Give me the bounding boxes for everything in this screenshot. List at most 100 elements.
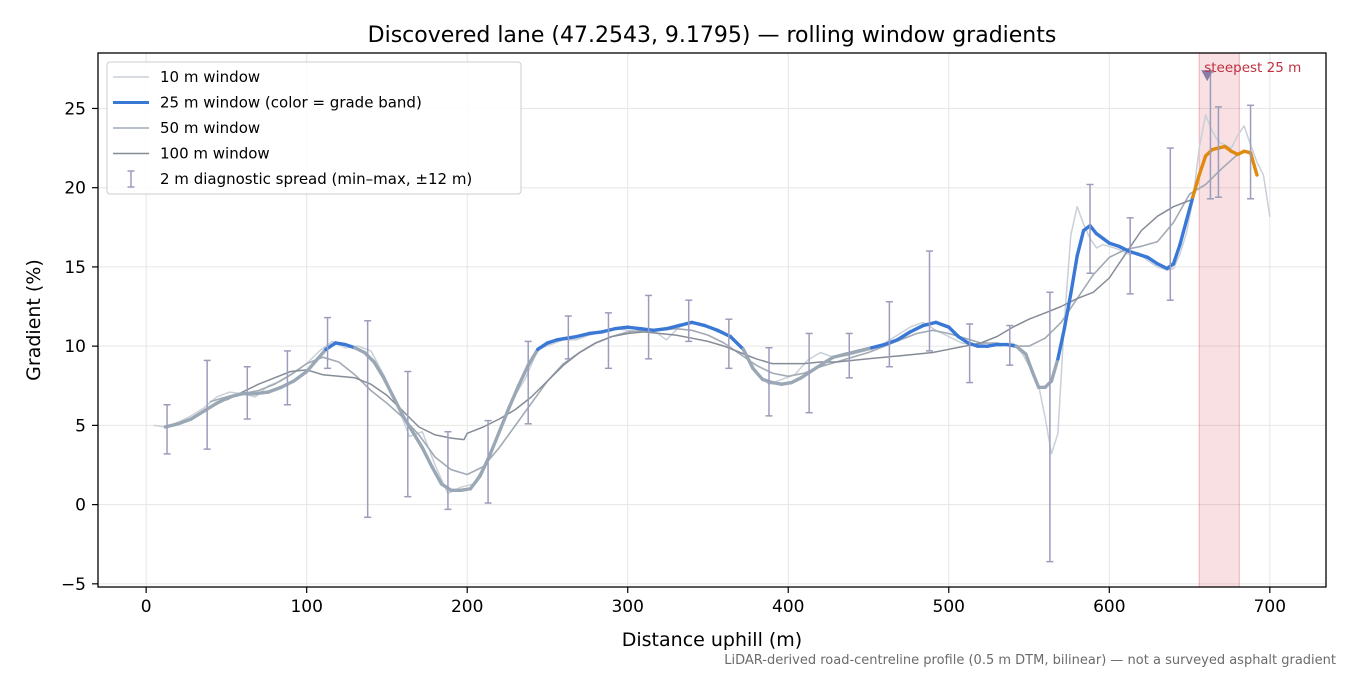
steepest-span-highlight (1198, 52, 1240, 588)
errorbar (564, 315, 572, 360)
legend-label: 10 m window (160, 68, 260, 86)
legend-item: 10 m window (113, 68, 260, 86)
series-segment-25m (516, 363, 530, 388)
legend-item: 2 m diagnostic spread (min–max, ±12 m) (127, 170, 472, 188)
errorbar (364, 320, 372, 519)
series-segment-25m (468, 474, 482, 491)
errorbar (926, 250, 934, 352)
series-segment-25m (908, 323, 925, 334)
series-segment-25m (934, 320, 951, 329)
series-segment-25m (382, 376, 396, 399)
x-tick-label: 0 (141, 597, 152, 617)
annotation-group: steepest 25 m (1201, 60, 1301, 82)
errorbar (283, 350, 291, 406)
series-segment-25m (439, 482, 453, 493)
series-segment-25m (870, 342, 887, 350)
series-segment-25m (741, 347, 755, 371)
errorbar (1086, 183, 1094, 275)
errorbar (685, 299, 693, 343)
errorbar (243, 365, 251, 420)
series-segment-25m (613, 325, 630, 331)
series-segment-25m (1191, 173, 1201, 199)
y-tick-label: −5 (61, 575, 86, 595)
steepest-annotation: steepest 25 m (1204, 60, 1301, 76)
series-segment-25m (1056, 327, 1067, 361)
series-segment-25m (1014, 344, 1028, 356)
series-segment-25m (882, 338, 900, 347)
plot-frame (97, 52, 1327, 588)
series-segment-25m (844, 349, 861, 356)
errorbar (484, 419, 492, 504)
series-segment-25m (574, 331, 591, 339)
chart-title: Discovered lane (47.2543, 9.1795) — roll… (368, 23, 1057, 48)
series-segment-25m (677, 320, 694, 328)
footnote: LiDAR-derived road-centreline profile (0… (724, 653, 1336, 668)
series-segment-25m (304, 358, 319, 374)
series-segment-25m (1171, 243, 1182, 266)
series-segment-25m (202, 401, 219, 413)
series-segment-25m (1062, 292, 1073, 331)
series-lines (153, 114, 1271, 495)
x-tick-label: 200 (451, 597, 483, 617)
series-segment-25m (1117, 244, 1131, 253)
series-segment-25m (507, 384, 521, 410)
x-tick-label: 300 (611, 597, 643, 617)
series-segment-25m (1197, 154, 1208, 177)
legend-item: 100 m window (113, 145, 270, 163)
errorbar (805, 332, 813, 414)
series-segment-25m (809, 363, 823, 374)
series-segment-25m (410, 430, 424, 450)
errorbar (404, 370, 412, 498)
series-segment-25m (728, 334, 746, 352)
errorbar (203, 359, 211, 450)
series-segment-25m (266, 385, 283, 394)
legend-label: 100 m window (160, 145, 270, 163)
series-segment-25m (1024, 352, 1034, 374)
series-segment-25m (176, 417, 193, 426)
series-segment-25m (895, 330, 912, 342)
y-tick-label: 20 (64, 179, 86, 199)
legend-item: 50 m window (113, 119, 260, 137)
y-tick-label: 10 (64, 337, 86, 357)
series-segment-25m (831, 352, 848, 359)
x-tick-label: 700 (1254, 597, 1286, 617)
errorbar (1126, 217, 1134, 295)
series-segment-25m (690, 320, 707, 328)
steepest-span-rect (1198, 52, 1240, 588)
axis-ticks: 0 100 200 300 400 500 600 700 −5 0 5 10 15 20 25 (61, 99, 1286, 617)
errorbar (444, 430, 452, 511)
x-tick-label: 400 (772, 597, 804, 617)
series-line-10m (153, 114, 1271, 495)
series-segment-25m (526, 347, 540, 367)
series-segment-25m (751, 366, 765, 382)
errorbar (604, 312, 612, 370)
errorbar (324, 316, 332, 370)
errorbar (1006, 324, 1014, 366)
errorbar (765, 346, 773, 417)
series-segment-25m (362, 350, 376, 364)
series-segment-25m (638, 327, 656, 332)
series-segment-25m (626, 325, 643, 331)
series-segment-25m (1178, 219, 1189, 247)
legend-box (106, 61, 522, 195)
y-axis-label: Gradient (%) (23, 259, 45, 381)
y-tick-label: 25 (64, 99, 86, 119)
series-segment-25m (189, 409, 206, 421)
series-segment-25m (430, 464, 444, 486)
errorbar (1247, 104, 1255, 200)
series-segment-25m (253, 390, 270, 396)
errorbar (966, 323, 974, 384)
steepest-marker (1201, 70, 1214, 82)
errorbar (725, 318, 733, 370)
series-segment-25m (587, 330, 604, 336)
series-segment-25m (314, 347, 328, 363)
errorbar (885, 301, 893, 368)
errorbar (1046, 291, 1054, 563)
series-segment-25m (1146, 255, 1160, 266)
series-segment-25m (536, 341, 550, 352)
series-segment-25m (1049, 357, 1060, 383)
series-segment-25m (353, 346, 367, 355)
series-segment-25m (227, 391, 245, 399)
x-tick-label: 500 (933, 597, 965, 617)
